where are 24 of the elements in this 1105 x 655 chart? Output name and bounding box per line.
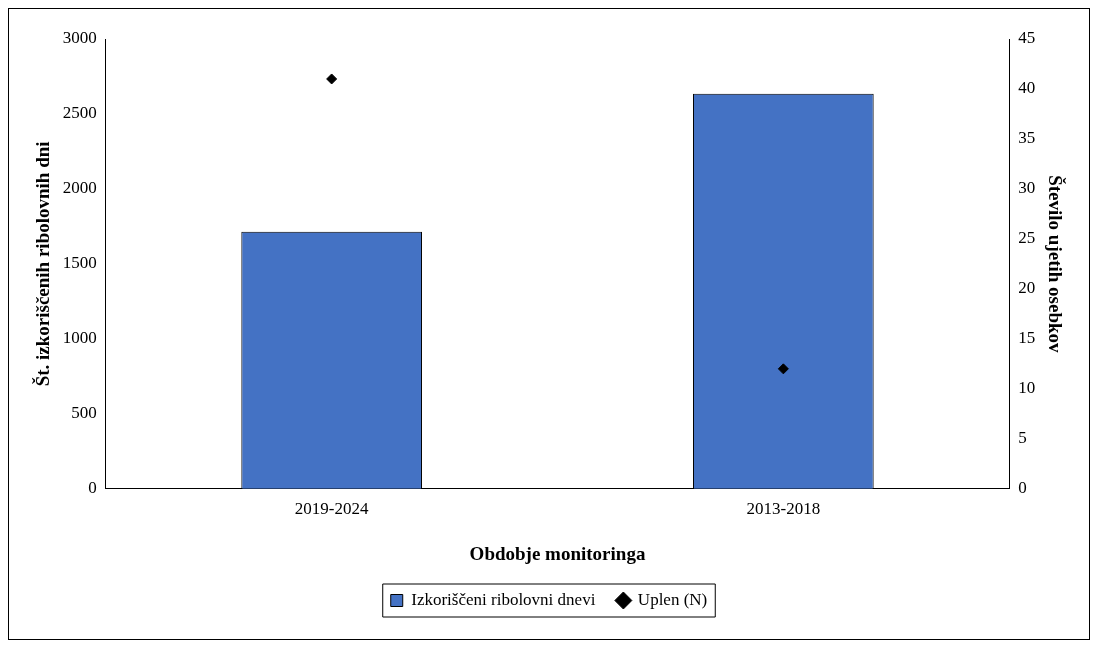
y2-tick-label: 25 (1018, 228, 1036, 248)
y2-tick-label: 45 (1018, 28, 1036, 48)
y-tick-label: 1000 (62, 328, 97, 348)
y2-tick-label: 0 (1018, 478, 1027, 498)
y2-tick-label: 40 (1018, 78, 1036, 98)
y-tick-label: 1500 (62, 253, 97, 273)
x-axis-title: Obdobje monitoringa (469, 542, 646, 564)
y2-tick-label: 30 (1018, 178, 1036, 198)
x-tick-label: 2019-2024 (294, 499, 369, 519)
y2-tick-label: 5 (1018, 428, 1027, 448)
legend-label: Izkoriščeni ribolovni dnevi (411, 589, 596, 609)
y-axis-title: Št. izkoriščenih ribolovnih dni (32, 141, 54, 387)
y-tick-label: 2500 (62, 103, 97, 123)
legend-label: Uplen (N) (637, 589, 708, 609)
y2-tick-label: 35 (1018, 128, 1036, 148)
y2-tick-label: 10 (1018, 378, 1036, 398)
y-tick-label: 500 (71, 403, 97, 423)
y2-axis-title: Število ujetih osebkov (1044, 175, 1066, 354)
y-tick-label: 2000 (62, 178, 97, 198)
y2-tick-label: 15 (1018, 328, 1036, 348)
y-tick-label: 3000 (62, 28, 97, 48)
x-tick-label: 2013-2018 (746, 499, 821, 519)
y2-tick-label: 20 (1018, 278, 1036, 298)
y-tick-label: 0 (88, 478, 97, 498)
